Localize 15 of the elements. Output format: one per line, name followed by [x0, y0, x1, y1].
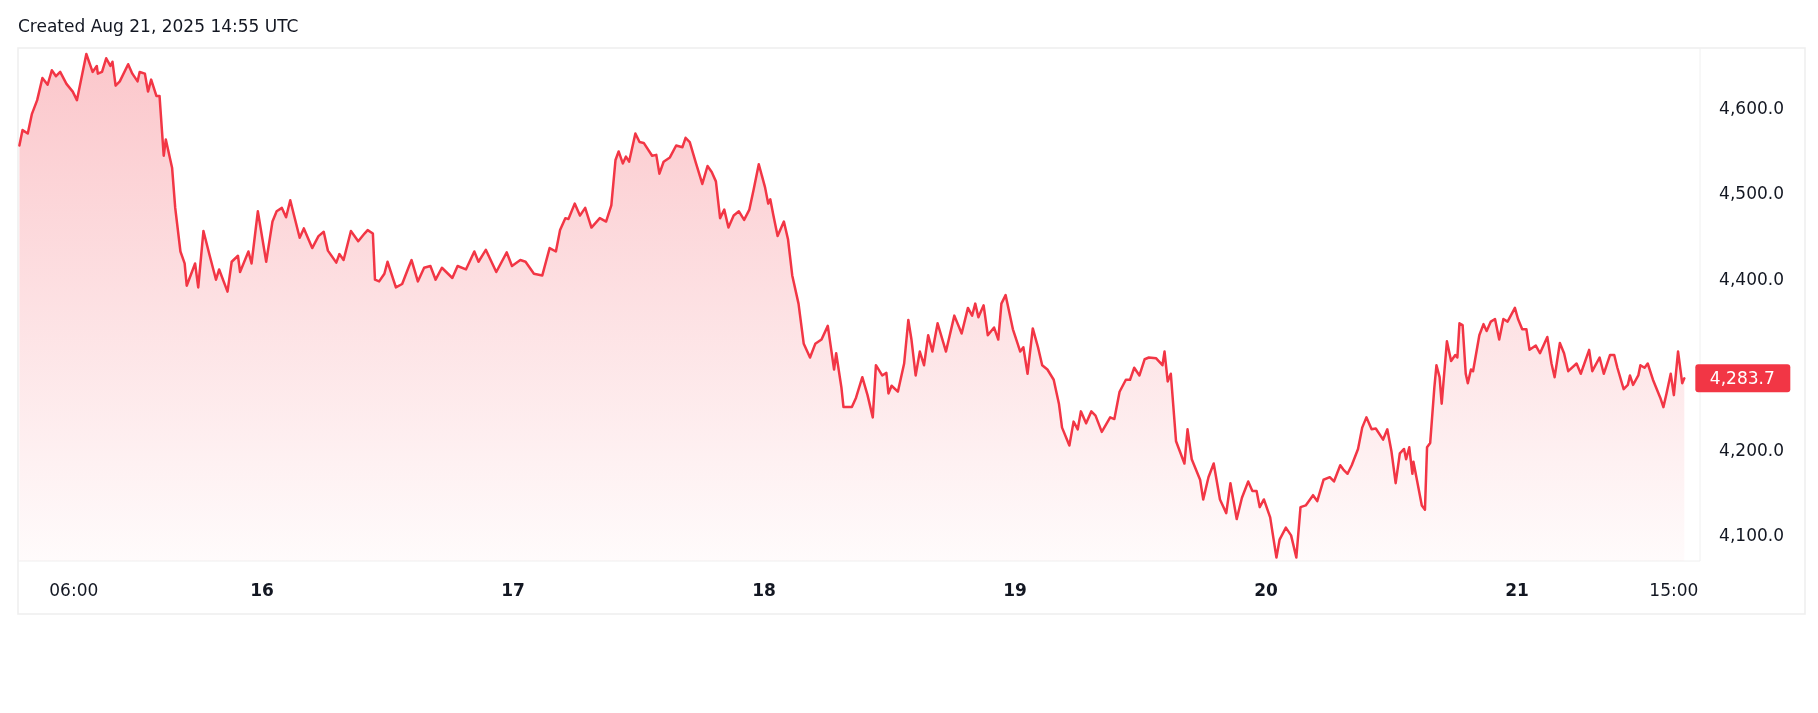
x-tick-label: 06:00	[49, 580, 99, 600]
y-tick-label: 4,200.0	[1719, 439, 1784, 460]
x-tick-label: 15:00	[1649, 580, 1699, 600]
y-tick-label: 4,500.0	[1719, 183, 1784, 204]
x-tick-label: 18	[752, 580, 776, 600]
y-tick-label: 4,100.0	[1719, 525, 1784, 546]
x-tick-label: 20	[1254, 580, 1278, 600]
x-tick-label: 21	[1505, 580, 1529, 600]
x-tick-label: 16	[250, 580, 274, 600]
text: Created Aug 21, 2025 14:55 UTC	[18, 16, 299, 36]
x-tick-label: 17	[501, 580, 525, 600]
annotation: 4,283.7	[1709, 368, 1775, 389]
y-tick-label: 4,400.0	[1719, 268, 1784, 289]
y-tick-label: 4,600.0	[1719, 97, 1784, 118]
x-tick-label: 19	[1003, 580, 1027, 600]
